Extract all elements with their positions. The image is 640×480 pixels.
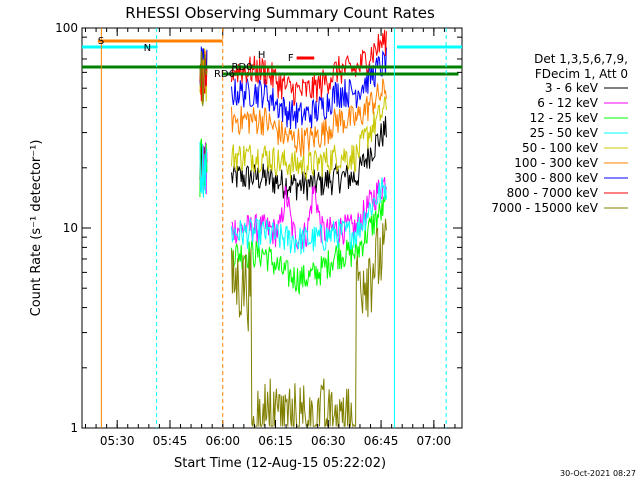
legend-entry-label: 3 - 6 keV <box>545 81 599 95</box>
series-1-line <box>231 116 387 201</box>
x-tick-label: 05:30 <box>100 434 135 448</box>
x-tick-label: 07:00 <box>417 434 452 448</box>
flag-label-rd0: RD0 <box>232 62 253 73</box>
y-tick-label: 10 <box>63 221 78 235</box>
series-9-spike <box>199 50 208 107</box>
series-9-line <box>231 218 387 428</box>
footer-date: 30-Oct-2021 08:27 <box>560 469 636 478</box>
legend-entry-label: 800 - 7000 keV <box>507 186 599 200</box>
series-4 <box>199 142 387 255</box>
x-axis-label: Start Time (12-Aug-15 05:22:02) <box>174 456 386 471</box>
legend: Det 1,3,5,6,7,9, FDecim 1, Att 0 3 - 6 k… <box>491 52 628 215</box>
y-tick-label: 100 <box>55 21 78 35</box>
series-3-line <box>231 193 387 295</box>
x-tick-label: 06:45 <box>364 434 399 448</box>
legend-entry-label: 300 - 800 keV <box>514 171 598 185</box>
series-2-line <box>231 177 387 251</box>
legend-entry-label: 50 - 100 keV <box>522 141 599 155</box>
x-tick-label: 06:15 <box>258 434 293 448</box>
y-axis-label: Count Rate (s⁻¹ detector⁻¹) <box>29 140 44 317</box>
legend-header-line-2: FDecim 1, Att 0 <box>535 67 628 81</box>
y-tick-label: 1 <box>70 421 78 435</box>
series-6-line <box>231 78 387 157</box>
x-tick-label: 06:00 <box>205 434 240 448</box>
series-5-line <box>231 96 387 180</box>
flag-label-f: F <box>288 53 294 64</box>
legend-entry-label: 7000 - 15000 keV <box>491 201 598 215</box>
axes: 05:30 05:45 06:00 06:15 06:30 06:45 07:00 1 10 10… <box>55 21 462 448</box>
x-tick-label: 05:45 <box>153 434 188 448</box>
series-4-spike <box>199 142 208 198</box>
legend-entry-label: 100 - 300 keV <box>514 156 598 170</box>
plot-area <box>199 29 387 428</box>
legend-header-line-1: Det 1,3,5,6,7,9, <box>534 52 628 66</box>
series-7-line <box>231 47 387 130</box>
legend-entry-label: 12 - 25 keV <box>530 111 599 125</box>
flag-label-h: H <box>258 50 266 61</box>
series-1 <box>199 116 387 201</box>
x-tick-label: 06:30 <box>311 434 346 448</box>
flag-label-s: S <box>98 36 104 47</box>
flag-label-rd6: RD6 <box>214 69 235 80</box>
flag-label-n: N <box>144 43 151 54</box>
series-9 <box>199 50 387 428</box>
chart-title: RHESSI Observing Summary Count Rates <box>125 4 435 22</box>
legend-entry-label: 6 - 12 keV <box>537 96 599 110</box>
series-4-line <box>231 177 387 255</box>
legend-entry-label: 25 - 50 keV <box>530 126 599 140</box>
